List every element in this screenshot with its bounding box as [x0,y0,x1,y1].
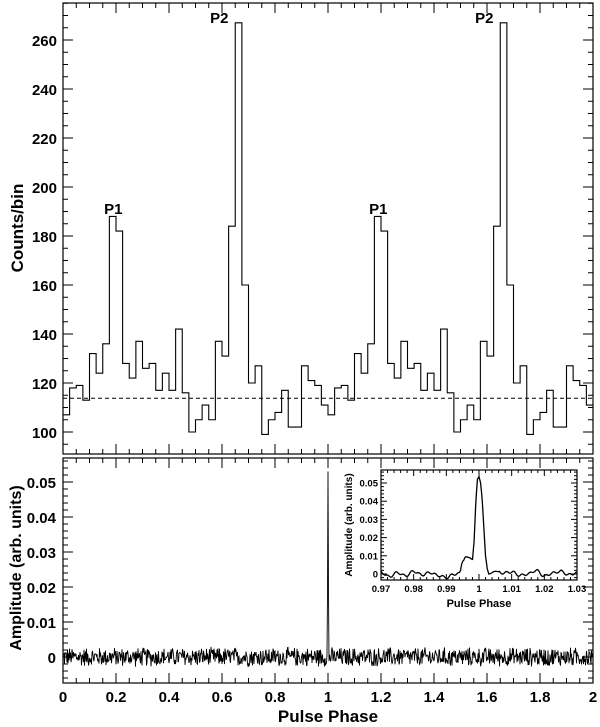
histogram-step-line [63,22,593,435]
top-panel-light-curve: 100 120 140 160 180 200 220 240 260 P1 P2 P1 P2 [32,2,594,455]
inset-x-axis-label: Pulse Phase [447,598,512,610]
bottom-x-tick-label: 0.6 [212,689,233,706]
bottom-y-tick-label: 0.03 [27,545,56,562]
inset-x-tick-label: 1.02 [535,584,554,595]
inset-y-tick-label: 0.05 [360,479,379,490]
inset-x-tick-label: 0.97 [372,584,391,595]
top-y-tick-label: 140 [32,327,57,344]
bottom-y-tick-label: 0.02 [27,580,56,597]
inset-y-tick-label: 0.02 [360,533,379,544]
inset-y-tick-label: 0 [373,570,378,581]
top-plot-frame [62,2,594,455]
peak-label-p1: P1 [104,201,122,218]
peak-label-p1: P1 [369,201,387,218]
top-y-tick-label: 260 [32,33,57,50]
top-y-tick-label: 160 [32,278,57,295]
inset-correlation-curve [380,474,578,580]
bottom-panel-correlation: 0 0.01 0.02 0.03 0.04 0.05 0 0.2 0.4 0.6 0.8 1 1.2 1.… [27,457,597,706]
bottom-y-axis-label: Amplitude (arb. units) [8,485,25,650]
bottom-y-tick-label: 0.05 [27,475,56,492]
correlation-line [62,471,594,668]
inset-x-tick-label: 1.03 [568,584,587,595]
inset-x-tick-label: 1 [476,584,482,595]
inset-y-axis-label: Amplitude (arb. units) [344,473,355,576]
inset-x-tick-label: 0.99 [437,584,456,595]
bottom-x-tick-label: 2 [589,689,597,706]
top-y-axis-label: Counts/bin [8,184,27,273]
bottom-y-tick-label: 0.04 [27,510,57,527]
top-y-tick-label: 180 [32,229,57,246]
top-y-tick-label: 220 [32,131,57,148]
bottom-x-tick-label: 0.4 [159,689,181,706]
bottom-y-tick-label: 0.01 [27,615,56,632]
inset-y-tick-label: 0.01 [360,551,379,562]
bottom-x-tick-label: 1.6 [477,689,498,706]
top-y-tick-label: 100 [32,425,57,442]
peak-label-p2: P2 [475,10,493,27]
bottom-x-tick-label: 1.2 [371,689,392,706]
inset-x-tick-label: 1.01 [502,584,521,595]
bottom-x-tick-label: 1 [324,689,332,706]
bottom-x-tick-label: 1.8 [530,689,551,706]
top-y-tick-label: 240 [32,82,57,99]
inset-y-tick-label: 0.04 [360,497,379,508]
bottom-x-tick-label: 0.8 [265,689,286,706]
bottom-x-axis-label: Pulse Phase [278,707,378,726]
inset-panel-zoom: 0 0.01 0.02 0.03 0.04 0.05 0.97 0.98 0.99 1 1.01 1.… [360,469,587,595]
inset-plot-frame [380,469,578,581]
top-y-tick-label: 200 [32,180,57,197]
peak-label-p2: P2 [210,10,228,27]
bottom-y-tick-label: 0 [48,650,56,667]
inset-x-tick-label: 0.98 [404,584,423,595]
bottom-x-tick-label: 1.4 [424,689,446,706]
top-y-tick-label: 120 [32,376,57,393]
bottom-x-tick-label: 0.2 [106,689,127,706]
bottom-x-tick-label: 0 [59,689,67,706]
inset-y-tick-label: 0.03 [360,515,379,526]
